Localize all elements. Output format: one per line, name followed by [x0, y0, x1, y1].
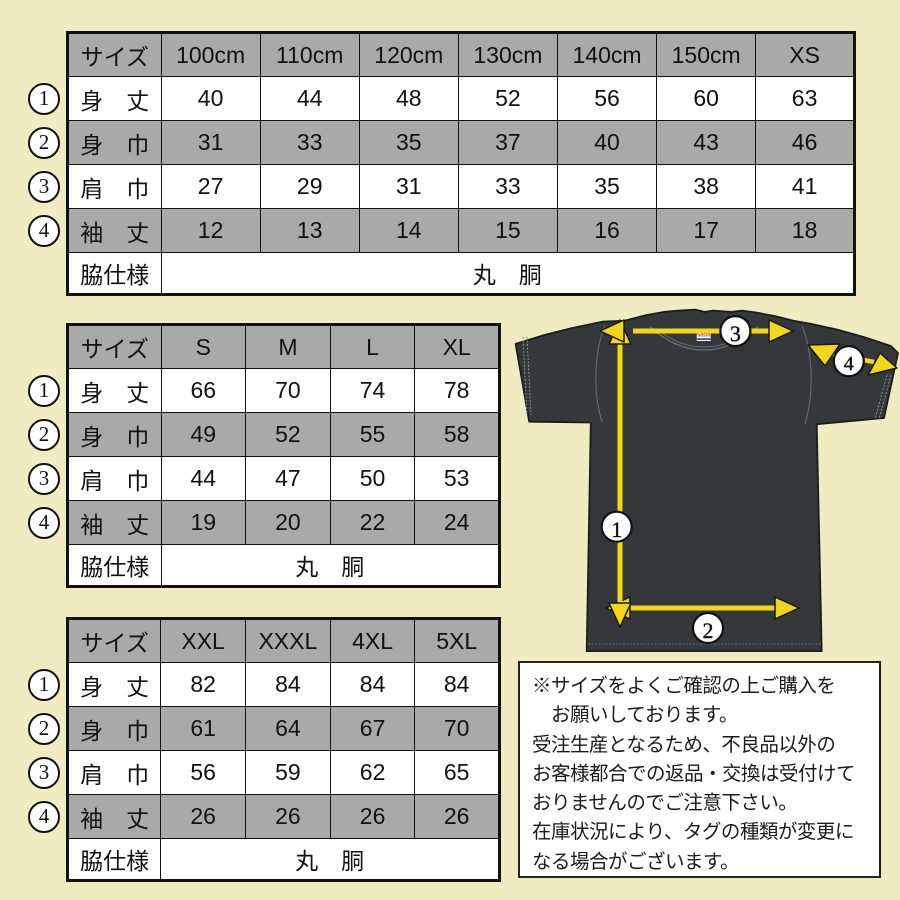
svg-text:1: 1: [611, 517, 622, 542]
svg-text:4: 4: [844, 353, 854, 375]
svg-text:2: 2: [703, 618, 714, 643]
svg-text:3: 3: [730, 321, 741, 346]
